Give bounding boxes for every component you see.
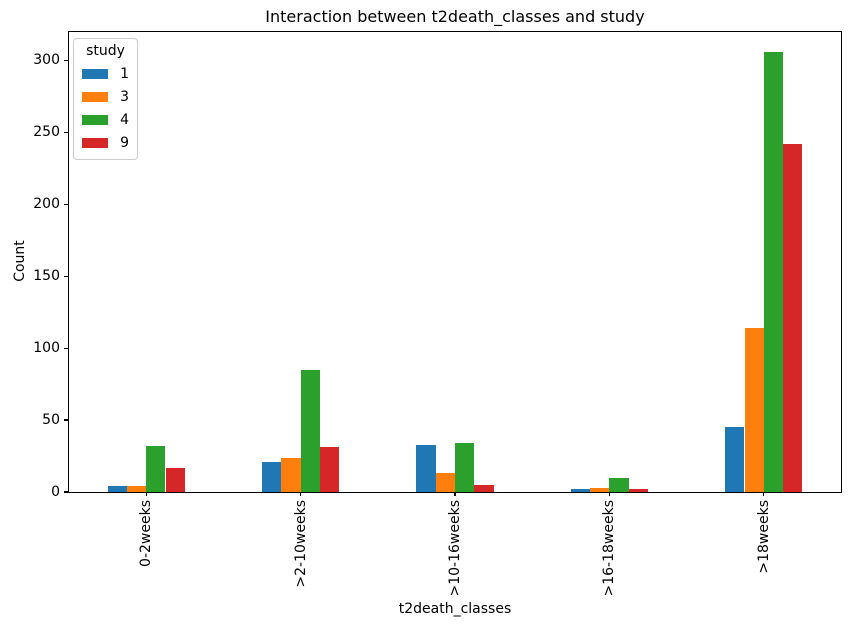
y-tick-mark-250: [64, 131, 68, 134]
bar-study1->18weeks: [725, 427, 745, 492]
bar-study3->16-18weeks: [590, 487, 610, 492]
legend-swatch-icon: [82, 137, 108, 148]
bar-study4-0-2weeks: [146, 446, 166, 492]
legend-item-study-1: 1: [82, 62, 129, 85]
y-tick-label-300: 300: [33, 52, 60, 69]
x-tick-label-2: >10-16weeks: [447, 500, 463, 597]
legend-swatch-icon: [82, 114, 108, 125]
bar-study1->16-18weeks: [570, 489, 591, 492]
x-tick-label-4: >18weeks: [755, 500, 772, 574]
y-tick-mark-0: [64, 491, 68, 493]
x-tick-label-0: 0-2weeks: [138, 500, 155, 567]
y-tick-mark-150: [64, 275, 68, 278]
bar-study4->18weeks: [763, 52, 784, 492]
y-tick-label-0: 0: [51, 483, 60, 500]
bar-study3-0-2weeks: [126, 486, 147, 492]
y-tick-mark-100: [64, 347, 68, 349]
legend-item-study-3: 3: [82, 85, 129, 108]
y-tick-mark-200: [64, 203, 68, 206]
y-tick-mark-300: [64, 60, 68, 62]
legend: study 1 3 4 9: [73, 38, 138, 160]
legend-swatch-icon: [82, 91, 108, 102]
legend-item-study-4: 4: [82, 108, 129, 131]
x-tick-mark-2: [454, 492, 456, 496]
bar-study3->2-10weeks: [281, 457, 301, 492]
x-tick-label-3: >16-18weeks: [601, 500, 618, 597]
x-tick-mark-3: [608, 492, 611, 496]
chart-title: Interaction between t2death_classes and …: [265, 7, 645, 26]
bar-study3->18weeks: [744, 328, 764, 492]
legend-title: study: [86, 43, 125, 59]
bar-study9->16-18weeks: [628, 489, 648, 492]
y-tick-label-250: 250: [33, 124, 60, 141]
bar-study1-0-2weeks: [107, 486, 127, 492]
y-tick-label-100: 100: [33, 339, 60, 356]
y-tick-label-50: 50: [42, 411, 60, 428]
bar-study1->2-10weeks: [262, 461, 282, 492]
x-tick-mark-1: [299, 492, 302, 496]
bar-study3->10-16weeks: [435, 473, 455, 492]
bar-study4->2-10weeks: [300, 369, 320, 492]
legend-items: 1 3 4 9: [82, 62, 129, 154]
x-tick-mark-0: [145, 492, 147, 496]
bar-study9->10-16weeks: [474, 484, 494, 492]
legend-swatch-icon: [82, 68, 108, 79]
x-axis-label: t2death_classes: [398, 601, 512, 617]
bar-study9->18weeks: [783, 144, 803, 492]
legend-item-label: 9: [120, 134, 129, 151]
bar-study4->10-16weeks: [455, 443, 475, 492]
legend-item-study-9: 9: [82, 131, 129, 154]
bar-study4->16-18weeks: [609, 477, 629, 492]
y-tick-label-150: 150: [33, 267, 60, 284]
y-tick-mark-50: [64, 419, 68, 421]
legend-item-label: 1: [120, 65, 129, 82]
x-tick-label-1: >2-10weeks: [292, 500, 309, 588]
bar-study1->10-16weeks: [416, 444, 436, 492]
bar-study9-0-2weeks: [165, 467, 185, 492]
y-tick-label-200: 200: [33, 196, 60, 212]
legend-item-label: 3: [120, 88, 129, 105]
bar-study9->2-10weeks: [319, 447, 340, 492]
legend-item-label: 4: [120, 111, 129, 128]
x-tick-mark-4: [763, 492, 765, 496]
plot-area: study 1 3 4 9: [64, 31, 842, 496]
